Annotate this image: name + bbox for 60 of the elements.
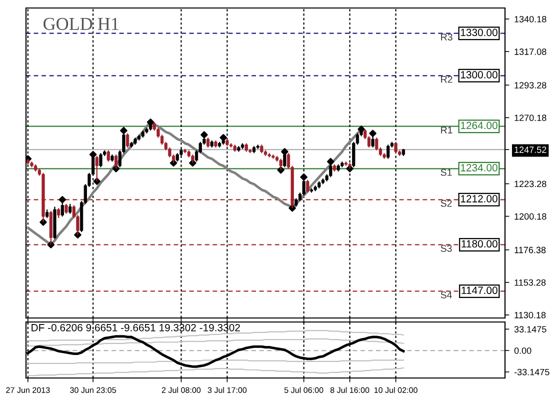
- x-tick-label: 27 Jun 2013: [6, 387, 50, 393]
- candlestick: [114, 154, 118, 170]
- candlestick: [99, 152, 102, 168]
- candlestick: [283, 151, 286, 168]
- ref-line-label: R2: [441, 76, 452, 83]
- y-tick-label: 1340.18: [514, 16, 546, 22]
- y-tick-label: -33.1475: [514, 368, 550, 376]
- candlestick: [106, 150, 110, 162]
- point: [120, 126, 128, 134]
- y-tick-label: 1130.18: [514, 312, 546, 318]
- y-tick-label: 1200.18: [514, 213, 546, 220]
- annotation: 1330.00: [460, 28, 498, 36]
- x-tick-label: 5 Jul 06:00: [284, 387, 324, 393]
- ref-line-label: S4: [440, 291, 452, 298]
- annotation: 1300.00: [460, 71, 498, 78]
- x-tick-label: 30 Jun 23:05: [70, 387, 116, 393]
- candlestick: [57, 208, 60, 219]
- y-tick-label: 1293.28: [514, 82, 546, 88]
- point: [58, 196, 66, 204]
- x-tick-label: 10 Jul 02:00: [374, 387, 418, 393]
- x-tick-label: 2 Jul 08:00: [162, 387, 201, 393]
- point: [300, 173, 308, 181]
- y-tick-label: 1223.28: [514, 180, 546, 188]
- y-tick-label: 33.1475: [514, 326, 546, 332]
- point: [369, 130, 376, 138]
- ref-line-label: R1: [441, 126, 452, 134]
- x-tick-label: 3 Jul 17:00: [208, 387, 247, 393]
- candlestick: [386, 144, 390, 160]
- y-tick-label: 1317.08: [514, 48, 546, 55]
- candlestick: [394, 141, 398, 154]
- y-tick-label: 0.00: [514, 347, 532, 354]
- candlestick: [206, 137, 210, 148]
- point: [327, 158, 334, 166]
- line-series: [27, 338, 404, 347]
- y-tick-label: 1153.28: [514, 279, 546, 286]
- annotation: 1147.00: [462, 286, 498, 294]
- annotation: 1212.00: [460, 195, 498, 202]
- candlestick: [95, 155, 98, 182]
- point: [281, 148, 288, 156]
- ref-line-label: S1: [440, 168, 452, 176]
- candlestick: [279, 158, 282, 171]
- annotation: 1180.00: [462, 240, 498, 248]
- annotation: 1264.00: [460, 122, 498, 130]
- y-tick-label: 1176.38: [514, 246, 546, 254]
- line-series: [27, 330, 404, 342]
- ref-line-label: R3: [441, 34, 452, 41]
- y-tick-label: 1270.18: [514, 114, 546, 122]
- y-tick-label: 1247.52: [514, 146, 546, 153]
- chart-title: GOLD H1: [44, 18, 118, 30]
- candlestick: [64, 203, 68, 214]
- annotation: 1234.00: [460, 164, 498, 172]
- chart-title: DF -0.6206 9.6651 -9.6651 19.3302 -19.3302: [32, 324, 240, 332]
- point: [200, 131, 208, 138]
- ref-line-label: S3: [440, 244, 452, 252]
- x-tick-label: 8 Jul 16:00: [330, 387, 370, 393]
- line-series: [27, 367, 404, 376]
- candlestick: [306, 179, 310, 194]
- candlestick: [126, 132, 130, 148]
- candlestick: [68, 203, 72, 214]
- ref-line-label: S2: [440, 200, 452, 207]
